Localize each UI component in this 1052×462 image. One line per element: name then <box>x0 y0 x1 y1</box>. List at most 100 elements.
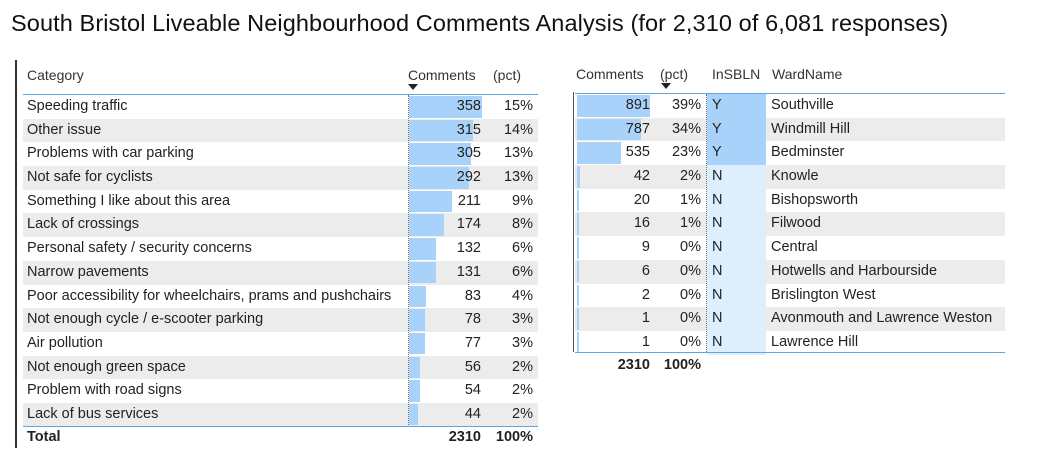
table-row[interactable]: 16 1% N Filwood <box>575 212 1005 237</box>
comments-bar <box>577 260 579 283</box>
ward-table-header: Comments (pct) InSBLN WardName <box>576 63 1006 93</box>
comments-bar <box>409 190 453 213</box>
table-row[interactable]: 1 0% N Lawrence Hill <box>575 330 1005 355</box>
comments-cell: 83 <box>464 287 481 304</box>
category-cell: Narrow pavements <box>27 263 149 280</box>
table-row[interactable]: 787 34% Y Windmill Hill <box>575 117 1005 142</box>
table-row[interactable]: 20 1% N Bishopsworth <box>575 188 1005 213</box>
table-row[interactable]: Poor accessibility for wheelchairs, pram… <box>23 285 538 309</box>
comments-bar <box>409 96 482 118</box>
category-table-total-row: Total 2310 100% <box>23 428 538 448</box>
category-table-border <box>15 60 17 448</box>
category-column-divider <box>408 95 409 425</box>
pct-cell: 0% <box>680 310 701 327</box>
table-row[interactable]: Not enough cycle / e-scooter parking 78 3% <box>23 308 538 332</box>
pct-cell: 6% <box>512 240 533 257</box>
category-cell: Poor accessibility for wheelchairs, pram… <box>27 287 392 304</box>
ward-name-cell: Knowle <box>771 168 819 185</box>
comments-bar <box>577 95 650 117</box>
comments-cell: 358 <box>456 98 481 114</box>
comments-bar <box>409 167 469 189</box>
table-row[interactable]: Something I like about this area 211 9% <box>23 190 538 214</box>
comments-bar <box>409 285 426 307</box>
table-row[interactable]: 891 39% Y Southville <box>575 94 1005 118</box>
comments-cell: 20 <box>633 191 650 208</box>
pct-column-header[interactable]: (pct) <box>493 67 521 83</box>
comments-bar <box>409 119 474 142</box>
ward-table-header-divider <box>575 93 1005 94</box>
comments-cell: 16 <box>633 215 650 232</box>
insbln-cell: N <box>707 188 766 213</box>
comments-cell: 211 <box>457 192 481 209</box>
comments-bar <box>577 237 579 259</box>
insbln-value: N <box>712 191 723 208</box>
category-column-header[interactable]: Category <box>27 67 84 83</box>
category-cell: Lack of bus services <box>27 405 159 422</box>
table-row[interactable]: Not safe for cyclists 292 13% <box>23 166 538 190</box>
ward-name-cell: Southville <box>771 97 834 113</box>
table-row[interactable]: Lack of crossings 174 8% <box>23 213 538 238</box>
category-cell: Problems with car parking <box>27 145 194 162</box>
sort-descending-icon[interactable] <box>408 84 418 90</box>
insbln-value: N <box>712 262 723 279</box>
table-row[interactable]: 1 0% N Avonmouth and Lawrence Weston <box>575 307 1005 331</box>
pct-cell: 23% <box>671 144 701 161</box>
pct-cell: 34% <box>671 120 701 137</box>
comments-bar <box>409 356 421 379</box>
pct-cell: 0% <box>680 262 701 279</box>
insbln-cell: Y <box>707 117 766 142</box>
sort-descending-icon[interactable] <box>661 83 671 89</box>
insbln-value: Y <box>712 120 722 137</box>
page-title: South Bristol Liveable Neighbourhood Com… <box>11 10 949 36</box>
comments-cell: 54 <box>464 382 481 399</box>
insbln-cell: Y <box>707 94 766 118</box>
insbln-value: N <box>712 286 723 303</box>
insbln-value: N <box>712 310 723 327</box>
wardname-column-header[interactable]: WardName <box>772 66 843 82</box>
pct-cell: 1% <box>680 215 701 232</box>
ward-name-cell: Lawrence Hill <box>771 333 859 350</box>
table-row[interactable]: 42 2% N Knowle <box>575 165 1005 189</box>
ward-name-cell: Avonmouth and Lawrence Weston <box>771 310 993 327</box>
table-row[interactable]: Lack of bus services 44 2% <box>23 402 538 427</box>
category-cell: Other issue <box>27 121 102 138</box>
ward-name-cell: Filwood <box>771 215 821 232</box>
comments-cell: 787 <box>625 120 650 137</box>
insbln-column-header[interactable]: InSBLN <box>712 66 761 82</box>
pct-cell: 2% <box>680 168 701 185</box>
ward-total-pct: 100% <box>663 357 701 373</box>
comments-cell: 2 <box>641 286 650 303</box>
table-row[interactable]: Problems with car parking 305 13% <box>23 142 538 166</box>
insbln-cell: N <box>707 330 766 355</box>
insbln-cell: N <box>707 212 766 237</box>
table-row[interactable]: Not enough green space 56 2% <box>23 355 538 380</box>
pct-cell: 0% <box>680 333 701 350</box>
category-cell: Problem with road signs <box>27 382 182 399</box>
ward-table-body: 891 39% Y Southville 787 34% Y Windmill Hill 535… <box>575 94 1005 355</box>
pct-cell: 15% <box>503 98 533 114</box>
ward-pct-column-header[interactable]: (pct) <box>660 66 688 82</box>
insbln-value: N <box>712 239 723 256</box>
comments-cell: 56 <box>464 358 481 375</box>
insbln-cell: N <box>707 236 766 260</box>
ward-table-border <box>573 92 574 352</box>
insbln-cell: N <box>707 165 766 189</box>
table-row[interactable]: 9 0% N Central <box>575 236 1005 260</box>
comments-column-header[interactable]: Comments <box>408 67 476 83</box>
table-row[interactable]: Air pollution 77 3% <box>23 332 538 356</box>
table-row[interactable]: 535 23% Y Bedminster <box>575 141 1005 166</box>
table-row[interactable]: Speeding traffic 358 15% <box>23 95 538 119</box>
table-row[interactable]: Other issue 315 14% <box>23 118 538 143</box>
table-row[interactable]: Narrow pavements 131 6% <box>23 260 538 285</box>
table-row[interactable]: Problem with road signs 54 2% <box>23 379 538 403</box>
table-row[interactable]: 6 0% N Hotwells and Harbourside <box>575 259 1005 284</box>
comments-bar <box>577 118 642 141</box>
ward-comments-column-header[interactable]: Comments <box>576 66 644 82</box>
table-row[interactable]: 2 0% N Brislington West <box>575 283 1005 308</box>
category-cell: Not safe for cyclists <box>27 169 153 186</box>
pct-cell: 4% <box>512 287 533 304</box>
insbln-value: Y <box>712 97 722 113</box>
comments-cell: 131 <box>456 263 481 280</box>
comments-bar <box>409 214 445 236</box>
table-row[interactable]: Personal safety / security concerns 132 6% <box>23 237 538 261</box>
